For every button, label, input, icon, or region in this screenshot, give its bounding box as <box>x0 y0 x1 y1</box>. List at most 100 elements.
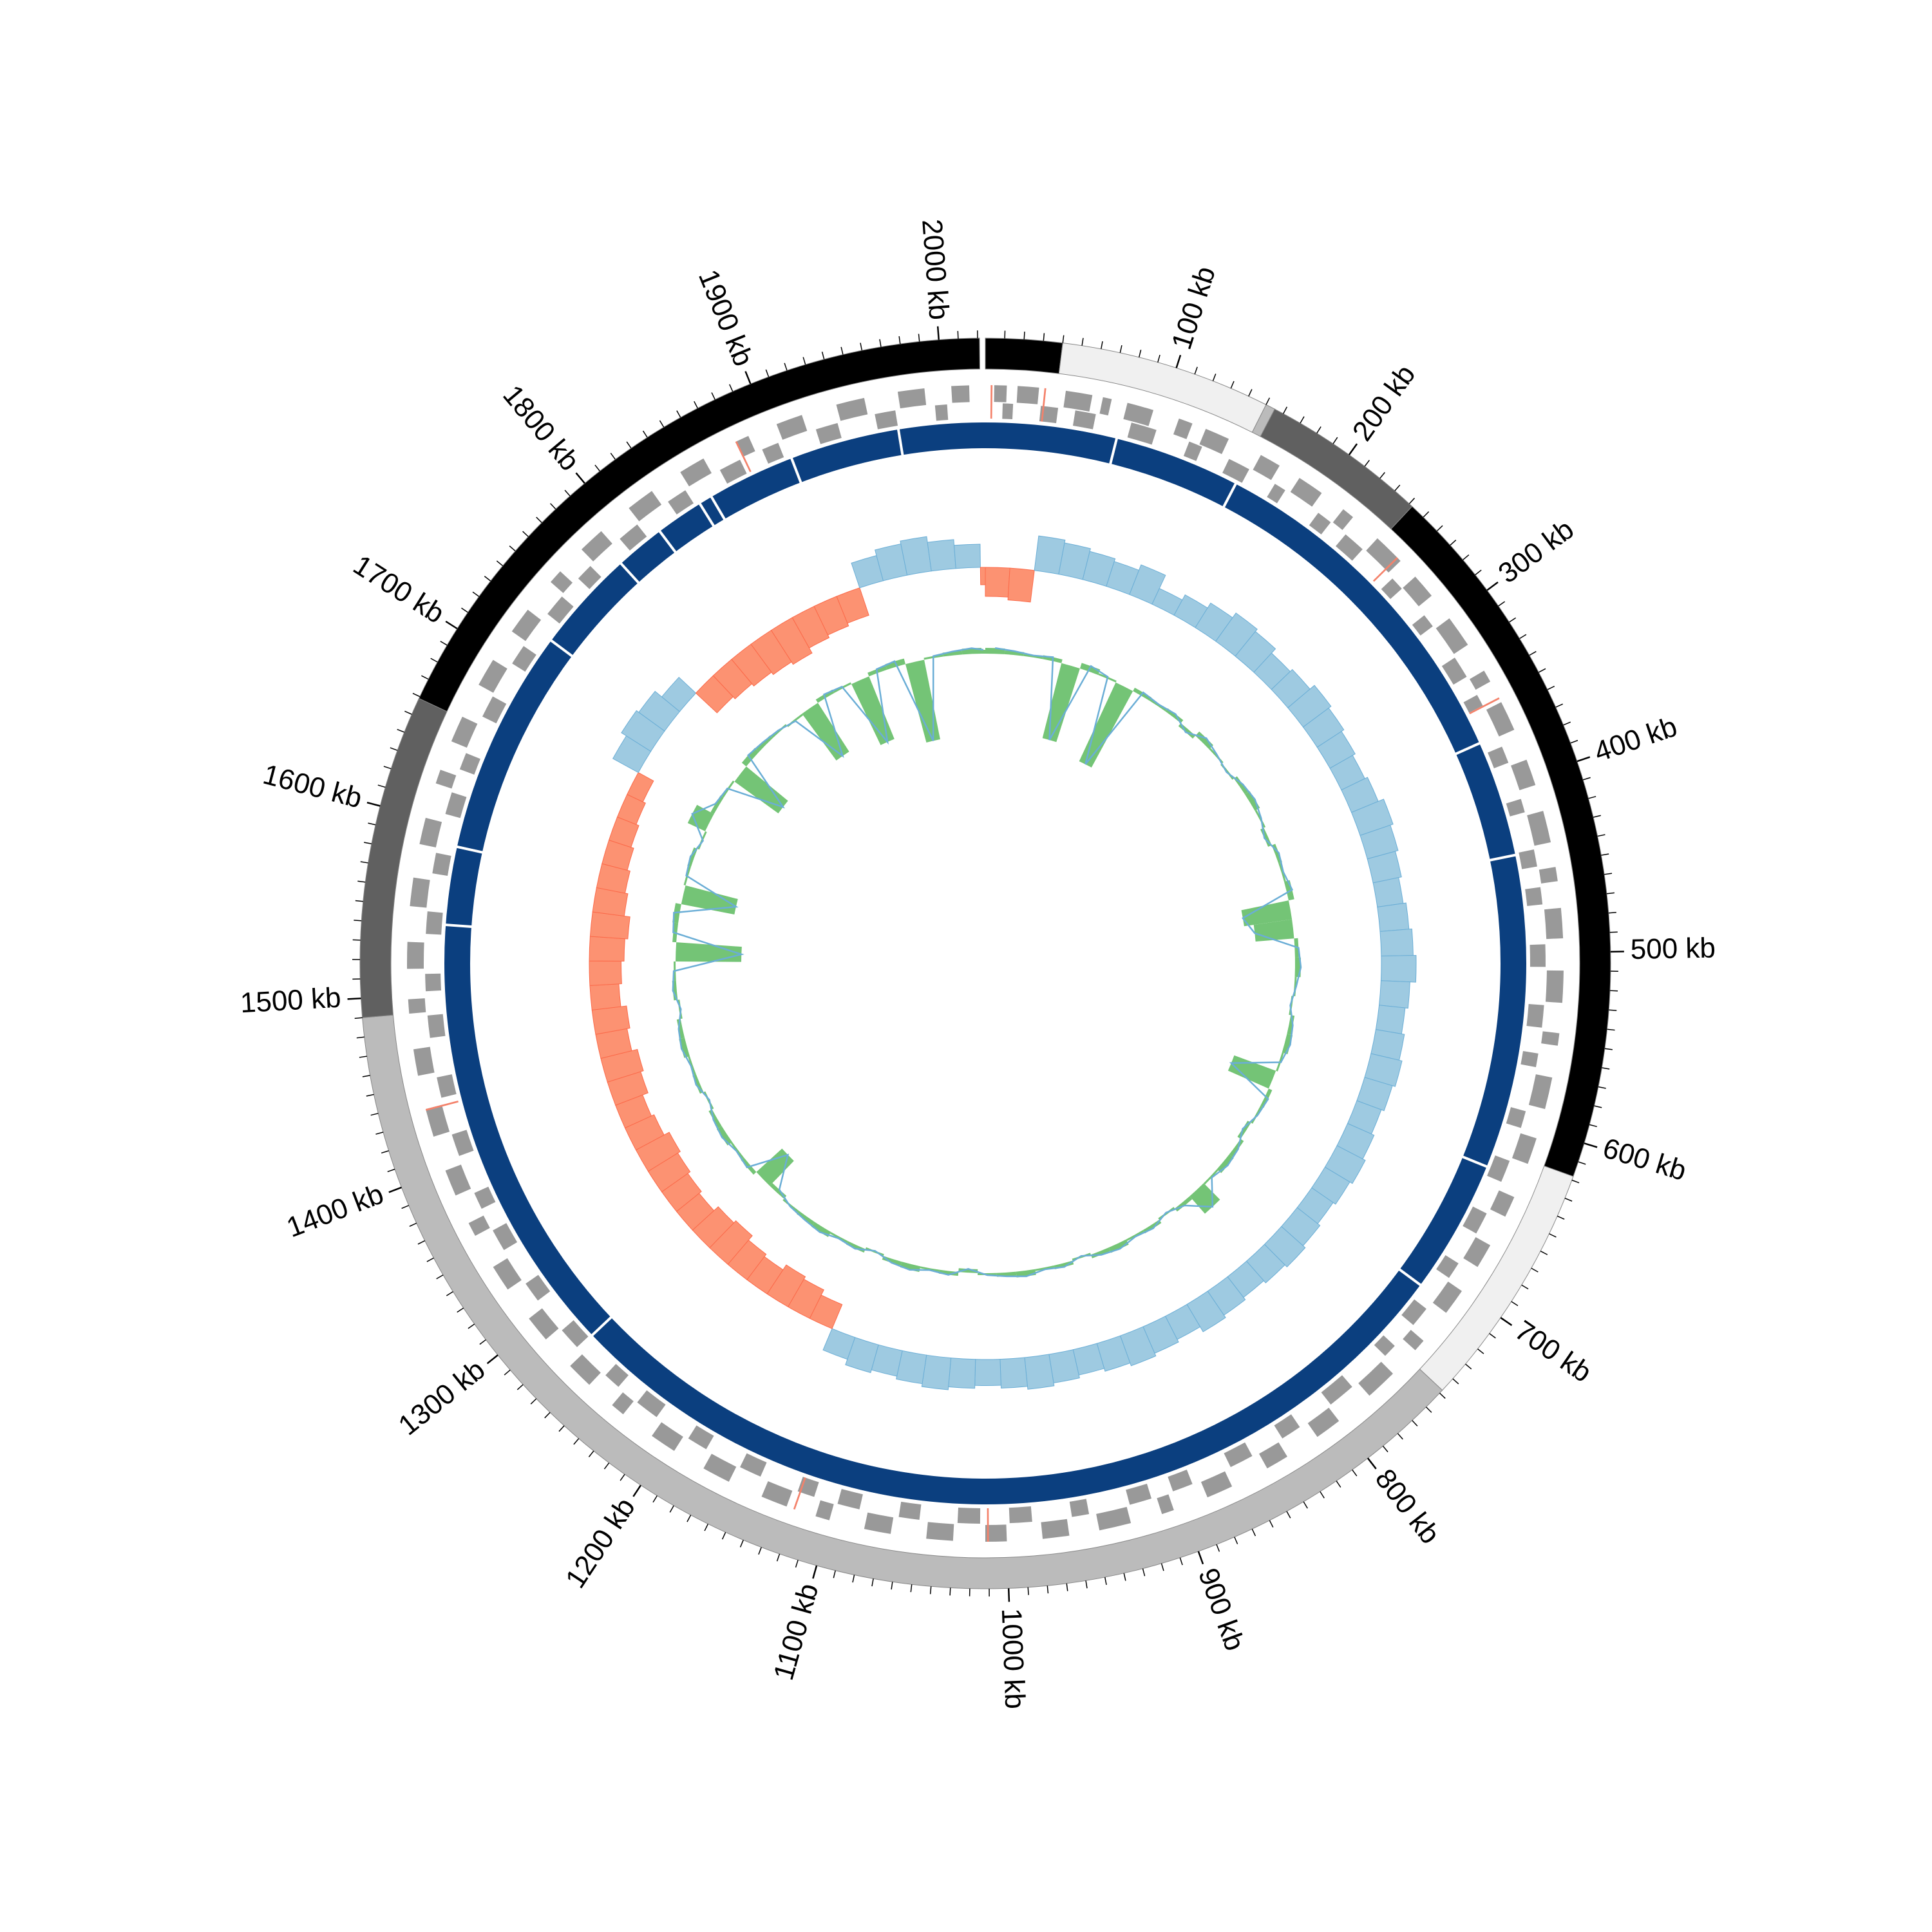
ring-break <box>1461 1155 1489 1169</box>
gene-forward <box>1123 402 1154 426</box>
minor-tick <box>840 346 844 355</box>
minor-tick <box>1160 1563 1164 1571</box>
gene-reverse <box>459 753 480 775</box>
minor-tick <box>1408 497 1416 504</box>
tick-label: 400 kb <box>1590 711 1681 768</box>
minor-tick <box>594 464 600 471</box>
gene-forward <box>951 385 970 403</box>
minor-tick <box>383 766 392 770</box>
minor-tick <box>446 1291 453 1296</box>
gc-skew-bar <box>954 544 981 569</box>
minor-tick <box>1265 397 1271 405</box>
minor-tick <box>1571 1179 1580 1184</box>
gene-forward <box>451 716 478 748</box>
gc-content-bar <box>1150 699 1167 712</box>
gene-forward <box>776 415 808 440</box>
minor-tick <box>1602 1067 1610 1070</box>
minor-tick <box>871 1578 874 1587</box>
tick-label: 800 kb <box>1369 1463 1446 1549</box>
minor-tick <box>1283 406 1288 414</box>
minor-tick <box>1511 1301 1519 1307</box>
gene-forward <box>1541 1031 1560 1046</box>
minor-tick <box>1604 1048 1613 1050</box>
minor-tick <box>704 1523 709 1531</box>
major-tick <box>347 997 361 1000</box>
minor-tick <box>479 1339 486 1345</box>
gene-reverse <box>1222 459 1249 483</box>
gc-content-bar <box>676 942 742 962</box>
minor-tick <box>1519 634 1527 639</box>
tick-label: 600 kb <box>1599 1132 1690 1187</box>
gc-skew-bar <box>927 539 956 572</box>
minor-tick <box>558 1425 565 1432</box>
gene-reverse <box>668 490 694 515</box>
minor-tick <box>1046 1586 1049 1594</box>
minor-tick <box>1230 381 1235 389</box>
gene-reverse <box>1183 441 1202 461</box>
gc-content-bar <box>688 1056 696 1075</box>
gene-forward <box>1544 907 1564 940</box>
ring-break <box>619 562 641 585</box>
gene-reverse <box>426 911 443 935</box>
gc-content-bar <box>1189 1183 1220 1214</box>
minor-tick <box>795 1560 799 1568</box>
minor-tick <box>1601 853 1609 856</box>
major-tick <box>366 801 381 807</box>
gene-forward <box>581 531 612 562</box>
minor-tick <box>1549 1233 1557 1238</box>
gene-forward <box>1173 418 1193 439</box>
minor-tick <box>421 675 429 680</box>
minor-tick <box>1364 460 1370 467</box>
minor-tick <box>898 336 901 345</box>
minor-tick <box>1531 1267 1539 1273</box>
major-tick <box>744 371 752 384</box>
minor-tick <box>676 410 681 418</box>
gene-reverse <box>1168 1470 1193 1492</box>
gene-forward <box>413 1046 435 1076</box>
gene-reverse <box>1488 746 1509 768</box>
minor-tick <box>397 728 405 733</box>
rna-gene <box>1041 388 1046 422</box>
gene-reverse <box>437 1074 457 1098</box>
contig-segment <box>985 337 1063 374</box>
minor-tick <box>1582 777 1591 781</box>
gc-content-bar <box>802 703 849 761</box>
gene-forward <box>926 1522 954 1541</box>
minor-tick <box>1563 721 1571 726</box>
minor-tick <box>368 822 376 826</box>
minor-tick <box>573 1438 580 1445</box>
minor-tick <box>1320 1491 1325 1499</box>
minor-tick <box>879 339 882 347</box>
gc-content-bar <box>981 650 985 654</box>
gc-skew-bar <box>813 596 849 636</box>
minor-tick <box>1604 873 1613 875</box>
gc-skew-bar <box>608 816 639 848</box>
gene-reverse <box>425 973 442 992</box>
gene-forward <box>864 1512 894 1534</box>
gene-reverse <box>1525 887 1543 906</box>
minor-tick <box>1538 668 1546 673</box>
minor-tick <box>564 489 571 497</box>
minor-tick <box>1555 703 1563 708</box>
minor-tick <box>739 1540 744 1548</box>
gene-forward <box>1432 1281 1463 1313</box>
gene-reverse <box>1321 1375 1352 1405</box>
gc-content-bar <box>1035 1265 1055 1271</box>
gene-reverse <box>1002 403 1014 420</box>
gene-forward <box>1511 759 1536 791</box>
gene-reverse <box>957 1507 981 1524</box>
gc-skew-bar <box>600 1048 644 1083</box>
gc-content-bar <box>851 676 895 745</box>
gc-skew-bar <box>1379 980 1410 1009</box>
minor-tick <box>1588 795 1596 799</box>
gene-reverse <box>526 1274 551 1301</box>
minor-tick <box>440 641 448 646</box>
minor-tick <box>1593 815 1601 818</box>
gene-reverse <box>512 646 536 672</box>
gene-forward <box>425 1104 450 1137</box>
gene-reverse <box>1436 1255 1459 1278</box>
gene-reverse <box>432 853 451 876</box>
minor-tick <box>833 1570 836 1578</box>
minor-tick <box>366 1094 374 1097</box>
gene-forward <box>897 388 927 409</box>
